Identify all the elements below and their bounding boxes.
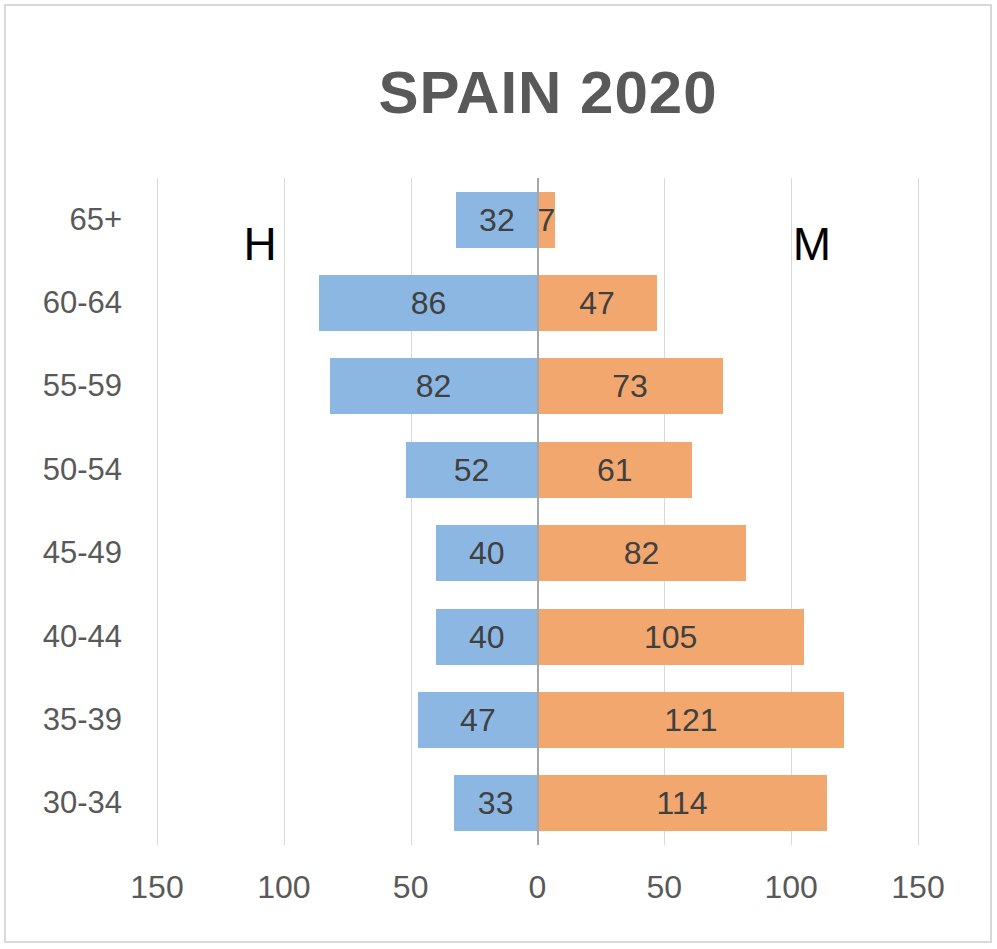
bar-value-label: 114 bbox=[657, 787, 708, 819]
bar-value-label: 82 bbox=[416, 370, 452, 402]
chart-canvas: SPAIN 2020 H M 65+60-6455-5950-5445-4940… bbox=[0, 0, 997, 949]
gridline bbox=[284, 178, 285, 845]
bar-M-45-49: 82 bbox=[538, 525, 746, 581]
category-label: 45-49 bbox=[10, 535, 122, 571]
bar-M-30-34: 114 bbox=[538, 775, 827, 831]
x-axis: 15010050050100150 bbox=[157, 864, 918, 910]
bar-value-label: 82 bbox=[624, 537, 660, 569]
bar-value-label: 47 bbox=[579, 287, 615, 319]
category-label: 40-44 bbox=[10, 619, 122, 655]
bar-H-60-64: 86 bbox=[319, 275, 537, 331]
plot-area: 32 7 86 47 82 73 52 61 40 82 40 105 47 121 33 114 bbox=[157, 178, 918, 845]
bar-value-label: 73 bbox=[612, 370, 648, 402]
x-tick-label: 50 bbox=[647, 864, 683, 910]
bar-value-label: 86 bbox=[411, 287, 447, 319]
category-label: 35-39 bbox=[10, 702, 122, 738]
x-tick-label: 100 bbox=[764, 864, 817, 910]
gridline bbox=[157, 178, 158, 845]
bar-value-label: 121 bbox=[664, 704, 717, 736]
bar-value-label: 52 bbox=[454, 454, 490, 486]
bar-M-35-39: 121 bbox=[538, 692, 845, 748]
x-tick-label: 150 bbox=[891, 864, 944, 910]
x-tick-label: 100 bbox=[257, 864, 310, 910]
bar-H-40-44: 40 bbox=[436, 609, 537, 665]
bar-value-label: 47 bbox=[460, 704, 496, 736]
bar-M-65+: 7 bbox=[538, 192, 556, 248]
bar-M-60-64: 47 bbox=[538, 275, 657, 331]
category-label: 50-54 bbox=[10, 452, 122, 488]
x-tick-label: 50 bbox=[393, 864, 429, 910]
category-label: 65+ bbox=[10, 202, 122, 238]
bar-value-label: 40 bbox=[469, 537, 505, 569]
bar-value-label: 61 bbox=[597, 454, 633, 486]
bar-value-label: 32 bbox=[479, 204, 515, 236]
bar-M-40-44: 105 bbox=[538, 609, 804, 665]
bar-H-65+: 32 bbox=[456, 192, 537, 248]
bar-M-50-54: 61 bbox=[538, 442, 693, 498]
category-axis: 65+ 60-64 55-59 50-54 45-49 40-44 35-39 30-34 bbox=[10, 178, 122, 845]
bar-H-45-49: 40 bbox=[436, 525, 537, 581]
category-label: 30-34 bbox=[10, 785, 122, 821]
category-label: 55-59 bbox=[10, 368, 122, 404]
bar-H-35-39: 47 bbox=[418, 692, 537, 748]
bar-H-50-54: 52 bbox=[406, 442, 538, 498]
bar-value-label: 105 bbox=[644, 621, 697, 653]
x-tick-label: 0 bbox=[529, 864, 547, 910]
bar-H-30-34: 33 bbox=[454, 775, 538, 831]
bar-value-label: 40 bbox=[469, 621, 505, 653]
bar-value-label: 7 bbox=[537, 204, 555, 236]
bar-M-55-59: 73 bbox=[538, 358, 723, 414]
chart-title: SPAIN 2020 bbox=[378, 58, 717, 127]
x-tick-label: 150 bbox=[130, 864, 183, 910]
gridline bbox=[918, 178, 919, 845]
zero-axis-line bbox=[537, 178, 539, 845]
bar-H-55-59: 82 bbox=[330, 358, 538, 414]
category-label: 60-64 bbox=[10, 285, 122, 321]
bar-value-label: 33 bbox=[478, 787, 514, 819]
